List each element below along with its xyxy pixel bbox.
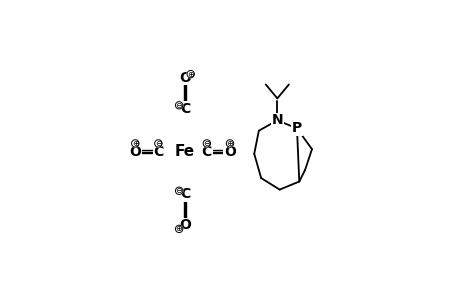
Circle shape: [226, 140, 233, 147]
Text: Fe: Fe: [174, 144, 195, 159]
Text: ⊖: ⊖: [155, 139, 162, 148]
Text: ⊖: ⊖: [175, 186, 182, 195]
Text: C: C: [179, 102, 190, 116]
Circle shape: [203, 140, 210, 147]
Circle shape: [131, 140, 139, 147]
Text: O: O: [179, 218, 190, 233]
Circle shape: [154, 140, 162, 147]
Text: ⊖: ⊖: [203, 139, 210, 148]
Text: ⊕: ⊕: [131, 139, 139, 148]
Text: P: P: [291, 122, 302, 135]
Text: ⊕: ⊕: [175, 224, 182, 233]
Text: O: O: [224, 145, 235, 158]
Circle shape: [175, 225, 183, 233]
Circle shape: [175, 187, 183, 194]
Text: C: C: [179, 187, 190, 201]
Text: C: C: [153, 145, 163, 158]
Text: ⊕: ⊕: [187, 70, 194, 79]
Text: O: O: [179, 70, 190, 85]
Circle shape: [175, 102, 183, 109]
Text: C: C: [202, 145, 212, 158]
Text: O: O: [129, 145, 141, 158]
Text: ⊕: ⊕: [226, 139, 233, 148]
Text: ⊖: ⊖: [175, 101, 182, 110]
Circle shape: [187, 70, 194, 78]
Text: N: N: [271, 113, 283, 127]
